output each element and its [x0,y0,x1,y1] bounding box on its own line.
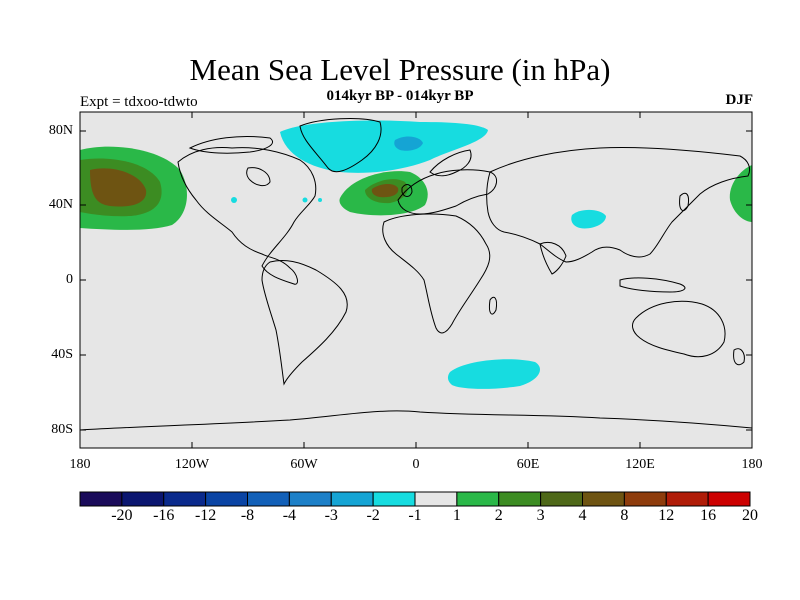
colorbar-label: 4 [578,507,587,524]
colorbar-swatch [330,491,374,507]
map-title: Mean Sea Level Pressure (in hPa) [189,52,611,87]
colorbar-swatch [707,491,751,507]
anomaly-arctic-low [280,120,488,173]
x-tick-label: 60W [290,457,318,472]
y-tick-label: 80N [48,123,73,138]
anomaly-small-3 [318,198,322,202]
colorbar-swatch [247,491,290,507]
colorbar-swatch [456,491,500,507]
colorbar-label: -1 [408,507,422,524]
anomaly-asia-low [571,209,606,229]
coast-greenland [299,118,382,173]
coast-africa [382,213,491,334]
coast-hudson-bay [246,167,271,187]
colorbar-label: -16 [153,507,175,524]
colorbar-swatch [582,491,625,507]
colorbar-label: 8 [620,507,629,524]
colorbar-swatch [414,491,458,507]
map-subtitle: 014kyr BP - 014kyr BP [326,88,474,104]
coast-uk [401,184,413,197]
colorbar-swatch [372,491,416,507]
x-tick-label: 180 [741,457,763,472]
coast-asia [486,146,751,263]
colorbar-label: 2 [494,507,503,524]
colorbar-swatch [540,491,583,507]
anomaly-atlantic-high-core [371,183,399,198]
colorbar-swatch [288,491,332,507]
x-tick-label: 60E [516,457,540,472]
map-background [80,112,752,448]
coastlines [80,118,752,431]
x-tick-label: 180 [69,457,91,472]
anomaly-small-2 [302,197,308,203]
coast-antarctica [80,410,752,431]
colorbar-swatch [163,491,207,507]
coast-japan [679,192,689,212]
x-tick-label: 0 [412,457,420,472]
colorbar-label: -3 [324,507,338,524]
y-tick-label: 40S [51,347,73,362]
colorbar-swatch [121,491,165,507]
coast-arctic-islands [188,136,273,154]
colorbar-label: -20 [111,507,133,524]
coast-indonesia [619,277,686,293]
coast-india [539,242,567,275]
colorbar-swatch [205,491,248,507]
y-tick-label: 40N [48,197,73,212]
experiment-label: Expt = tdxoo-tdwto [80,94,198,110]
colorbar [79,491,751,507]
x-tick-label: 120W [174,457,210,472]
colorbar-label: 12 [658,507,675,524]
colorbar-label: -2 [366,507,380,524]
y-tick-label: 80S [51,422,73,437]
coast-scandinavia [429,149,472,177]
anomaly-fields [80,120,752,389]
colorbar-label: 1 [452,507,461,524]
colorbar-label: 20 [742,507,758,524]
coast-australia [632,300,726,358]
coast-south-america [261,259,348,386]
colorbar-swatch [498,491,542,507]
axis-ticks [79,112,753,448]
colorbar-swatch [665,491,709,507]
x-tick-label: 120E [625,457,655,472]
colorbar-swatch [623,491,667,507]
colorbar-swatch [79,491,123,507]
colorbar-label: 16 [700,507,717,524]
anomaly-pacific-high-east [729,165,752,222]
colorbar-label: -4 [282,507,297,524]
y-tick-label: 0 [66,272,73,287]
anomaly-southern-ocean-low [447,359,540,389]
anomaly-arctic-low-mid [394,136,423,151]
coast-north-america [177,147,317,285]
anomaly-pacific-high-core [90,168,147,207]
colorbar-label: 3 [536,507,545,524]
colorbar-label: -8 [240,507,255,524]
season-label: DJF [725,92,754,108]
colorbar-label: -12 [194,507,217,524]
coast-new-zealand [733,348,745,366]
coast-madagascar [489,296,497,315]
anomaly-small-1 [231,197,237,203]
